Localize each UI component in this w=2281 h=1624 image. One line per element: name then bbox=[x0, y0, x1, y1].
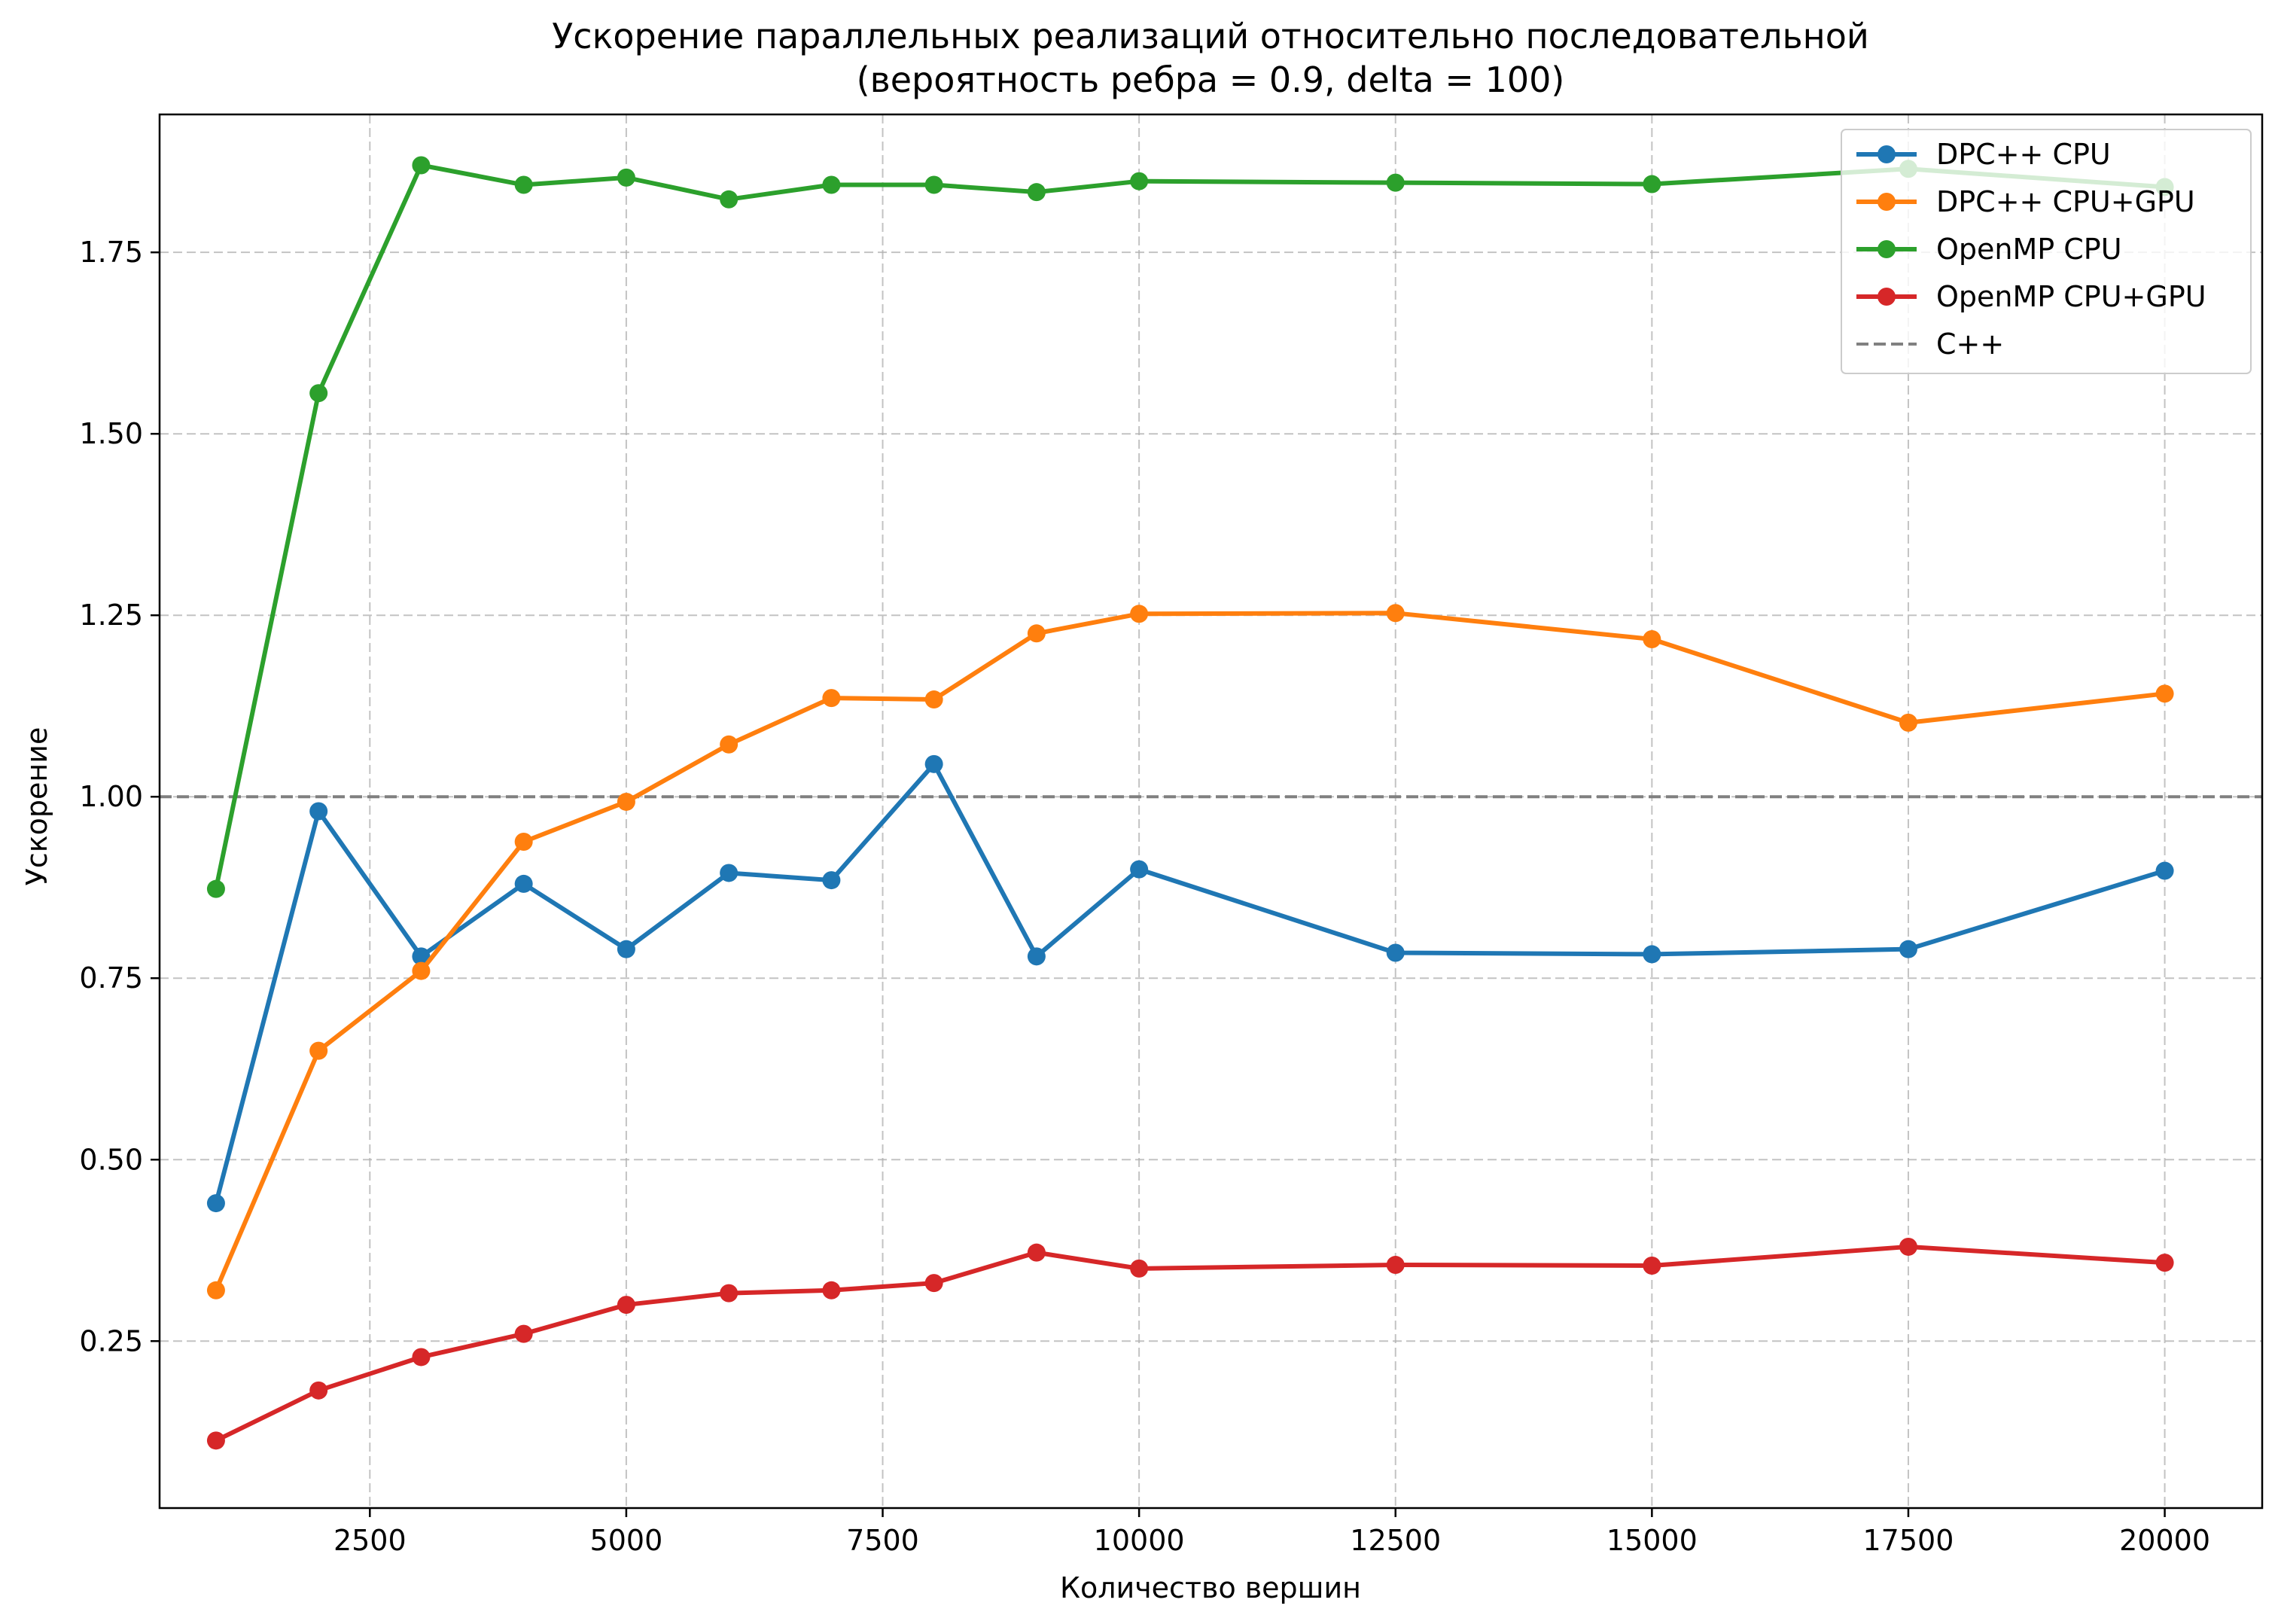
x-axis-title: Количество вершин bbox=[1060, 1571, 1361, 1604]
legend-swatch-marker bbox=[1877, 145, 1896, 163]
series-dpc-cpu-gpu bbox=[206, 604, 2174, 1300]
data-point bbox=[1643, 945, 1661, 964]
data-point bbox=[1027, 1243, 1046, 1262]
series-line bbox=[213, 163, 2165, 890]
series-line bbox=[215, 1244, 2165, 1443]
x-tick-label: 15000 bbox=[1606, 1524, 1698, 1557]
data-point bbox=[1899, 713, 1917, 732]
y-tick-label: 1.00 bbox=[79, 780, 143, 813]
data-point bbox=[514, 832, 533, 851]
chart-subtitle: (вероятность ребра = 0.9, delta = 100) bbox=[857, 59, 1565, 100]
y-tick-label: 1.50 bbox=[79, 417, 143, 450]
data-point bbox=[412, 961, 431, 980]
data-point bbox=[924, 175, 943, 194]
data-point bbox=[617, 168, 635, 187]
data-point bbox=[617, 940, 635, 958]
data-point bbox=[309, 1041, 328, 1060]
legend-swatch-marker bbox=[1877, 240, 1896, 258]
data-point bbox=[1027, 947, 1046, 966]
x-tick-label: 12500 bbox=[1350, 1524, 1441, 1557]
legend-label: DPC++ CPU+GPU bbox=[1936, 185, 2195, 218]
data-point bbox=[514, 874, 533, 893]
data-point bbox=[2155, 861, 2174, 880]
data-point bbox=[1386, 604, 1405, 623]
data-point bbox=[1643, 630, 1661, 649]
data-point bbox=[1027, 183, 1046, 202]
data-point bbox=[720, 735, 739, 754]
data-point bbox=[412, 156, 431, 175]
legend-swatch-marker bbox=[1877, 193, 1896, 211]
data-point bbox=[1130, 860, 1149, 879]
data-point bbox=[206, 879, 225, 898]
data-point bbox=[309, 802, 328, 821]
axis-ticks: 2500 5000 7500 10000 12500 15000 17500 20000 0.2… bbox=[79, 236, 2210, 1557]
data-point bbox=[514, 175, 533, 194]
data-point bbox=[822, 175, 841, 194]
data-point bbox=[720, 1284, 739, 1303]
data-point bbox=[1899, 940, 1917, 958]
data-point bbox=[206, 1194, 225, 1213]
y-tick-label: 0.25 bbox=[79, 1324, 143, 1357]
data-point bbox=[822, 1281, 841, 1300]
y-tick-label: 0.50 bbox=[79, 1143, 143, 1176]
data-point bbox=[720, 190, 739, 209]
data-point bbox=[924, 1274, 943, 1293]
chart-title: Ускорение параллельных реализаций относи… bbox=[552, 16, 1868, 56]
data-point bbox=[1643, 175, 1661, 193]
data-point bbox=[1899, 1237, 1917, 1256]
x-tick-label: 20000 bbox=[2119, 1524, 2210, 1557]
legend-label: OpenMP CPU bbox=[1936, 233, 2122, 266]
data-point bbox=[1643, 1257, 1661, 1275]
data-point bbox=[309, 384, 328, 403]
y-tick-label: 1.25 bbox=[79, 599, 143, 632]
legend-label: C++ bbox=[1936, 328, 2004, 361]
data-point bbox=[2155, 1254, 2174, 1272]
legend-label: DPC++ CPU bbox=[1936, 138, 2111, 171]
data-point bbox=[2155, 684, 2174, 703]
data-point bbox=[514, 1324, 533, 1343]
series-group bbox=[206, 156, 2174, 1450]
x-tick-label: 7500 bbox=[846, 1524, 919, 1557]
data-point bbox=[720, 864, 739, 882]
data-point bbox=[412, 947, 431, 966]
data-point bbox=[1130, 1259, 1149, 1278]
x-tick-label: 17500 bbox=[1863, 1524, 1954, 1557]
y-tick-label: 1.75 bbox=[79, 236, 143, 269]
legend-swatch-marker bbox=[1877, 288, 1896, 306]
data-point bbox=[412, 1348, 431, 1367]
data-point bbox=[1386, 943, 1405, 962]
data-point bbox=[206, 1431, 225, 1450]
legend-label: OpenMP CPU+GPU bbox=[1936, 280, 2206, 313]
y-axis-title: Ускорение bbox=[20, 727, 53, 886]
data-point bbox=[1386, 1256, 1405, 1275]
series-dpc-cpu bbox=[206, 754, 2174, 1213]
data-point bbox=[1027, 624, 1046, 643]
data-point bbox=[617, 792, 635, 811]
x-tick-label: 5000 bbox=[590, 1524, 663, 1557]
data-point bbox=[1130, 605, 1149, 623]
x-tick-label: 2500 bbox=[333, 1524, 407, 1557]
data-point bbox=[206, 1281, 225, 1300]
series-line bbox=[214, 611, 2165, 1291]
x-tick-label: 10000 bbox=[1094, 1524, 1185, 1557]
data-point bbox=[822, 871, 841, 890]
series-openmp-cpu-gpu bbox=[206, 1237, 2174, 1450]
data-point bbox=[924, 690, 943, 709]
plot-frame bbox=[158, 113, 2264, 1510]
series-line bbox=[214, 761, 2166, 1204]
y-tick-label: 0.75 bbox=[79, 961, 143, 995]
data-point bbox=[1130, 172, 1149, 190]
data-point bbox=[1386, 173, 1405, 192]
data-point bbox=[822, 689, 841, 708]
data-point bbox=[924, 754, 943, 773]
legend: DPC++ CPU DPC++ CPU+GPU OpenMP CPU OpenMP C… bbox=[1841, 129, 2252, 374]
data-point bbox=[617, 1296, 635, 1315]
legend-box bbox=[1841, 129, 2252, 374]
data-point bbox=[309, 1381, 328, 1400]
